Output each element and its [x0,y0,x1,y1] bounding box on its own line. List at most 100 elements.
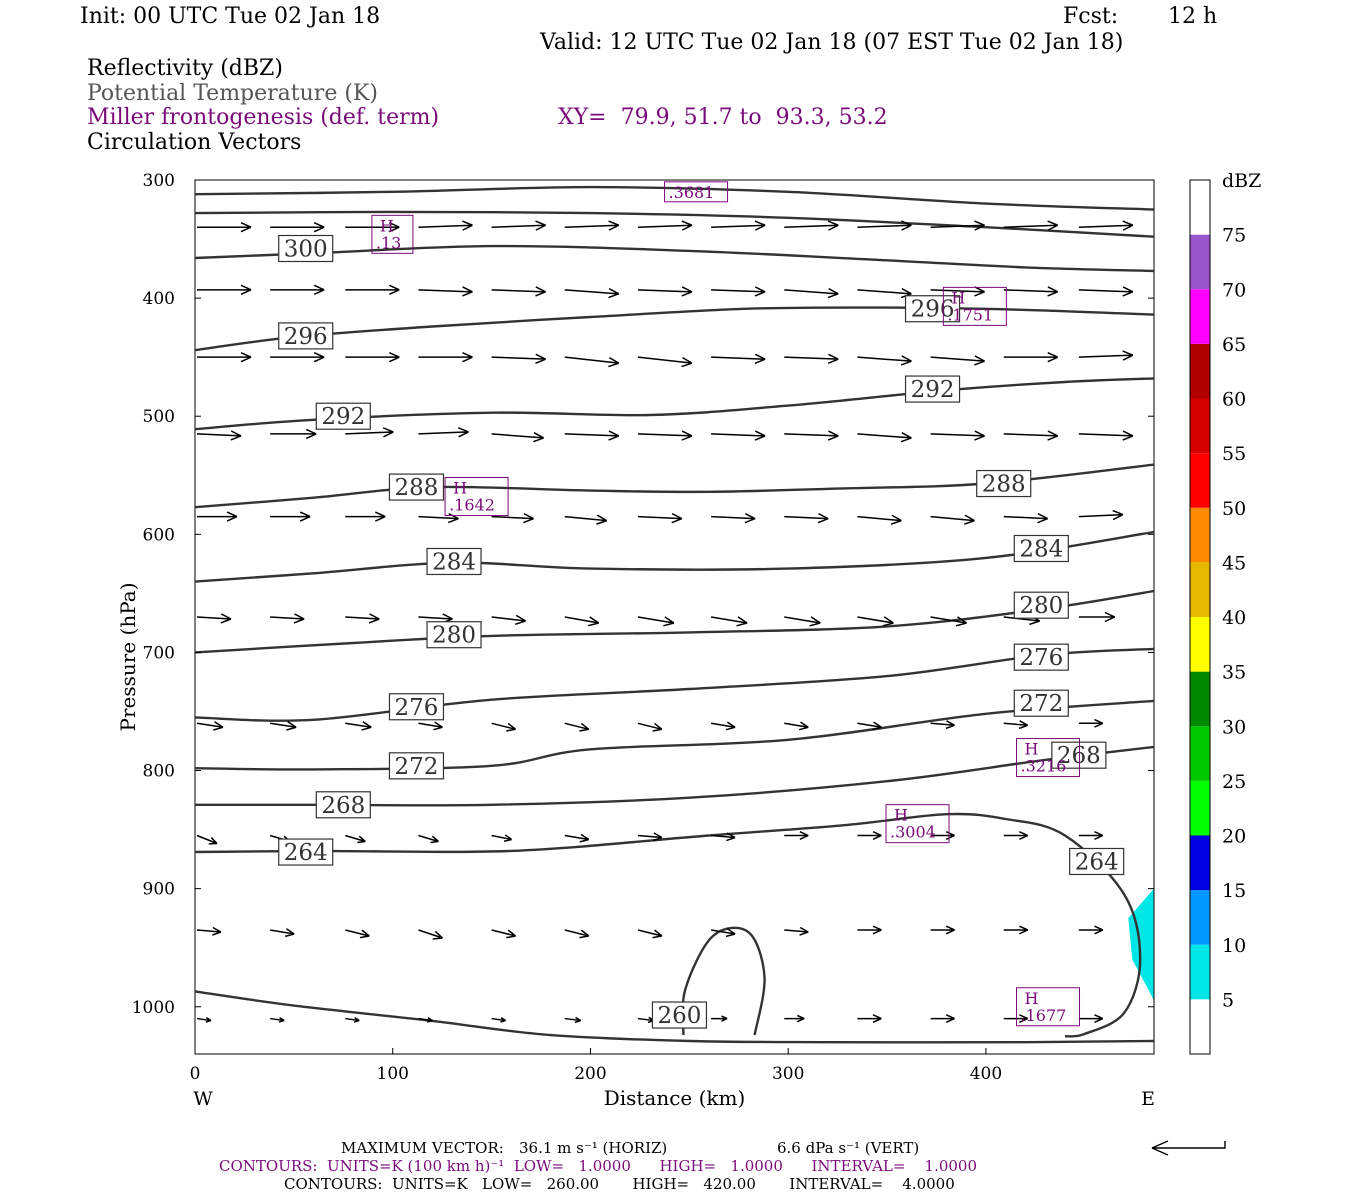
circulation-vector [564,1016,582,1024]
theta-contour-296 [194,306,1155,352]
circulation-vector [711,220,766,231]
circulation-vector [857,287,912,299]
circulation-vector [784,831,809,840]
circulation-vector [930,831,955,840]
contour-label-296: 296 [911,297,955,323]
x-tick-label: 100 [377,1064,409,1084]
circulation-vector [345,511,386,522]
circulation-vector [491,220,546,231]
circulation-vector [637,722,663,732]
contour-label-280: 280 [1019,593,1063,619]
frontogenesis-box [371,214,414,254]
circulation-vector [491,722,517,732]
circulation-vector [564,722,590,732]
colorbar-swatch [1190,289,1210,344]
contour-label-box [904,295,961,323]
contour-label-284: 284 [432,549,476,575]
circulation-vector [418,1017,433,1023]
circulation-vector [857,925,882,935]
x-tick-label: 300 [772,1064,804,1084]
circulation-vector [1078,925,1104,935]
circulation-vector [418,286,473,297]
circulation-vector [418,351,473,363]
circulation-vector [710,721,736,731]
colorbar-label: 60 [1222,389,1246,411]
circulation-vector [491,834,513,842]
circulation-vector [1003,512,1049,524]
circulation-vector [711,1015,728,1022]
circulation-vector [857,616,894,627]
circulation-vector [637,356,693,368]
circulation-vector [197,284,252,296]
contour-label-box [426,547,482,576]
frontogenesis-box [444,477,509,517]
circulation-vector [930,616,968,627]
circulation-vector [345,613,380,624]
contour-label-box [1013,643,1069,671]
circulation-vector [1078,611,1116,623]
y-tick-label: 300 [143,171,175,191]
colorbar-swatch [1190,453,1210,508]
field-frontogenesis: Miller frontogenesis (def. term) [87,105,440,130]
circulation-vector [637,286,693,297]
y-tick-label: 900 [143,880,175,900]
contour-label-box [1013,689,1069,717]
circulation-vector [197,351,252,363]
circulation-vector [710,616,748,627]
max-vector-horiz: 36.1 m s⁻¹ (HORIZ) [519,1139,668,1157]
circulation-vector [564,287,620,299]
colorbar-label: 15 [1222,880,1246,902]
circulation-vector [1003,925,1029,935]
circulation-vector [564,616,600,627]
circulation-vector [637,929,663,939]
contour-label-box [278,838,334,866]
circulation-vector [491,432,544,443]
max-vector-vert: 6.6 dPa s⁻¹ (VERT) [777,1139,920,1157]
theta-contour-unlabeled [194,210,1155,238]
colorbar-title: dBZ [1222,170,1261,192]
circulation-vector [784,353,839,364]
circulation-vector [784,220,839,231]
max-vector-label: MAXIMUM VECTOR: [341,1139,504,1157]
circulation-vector [345,427,394,438]
contour-label-268: 268 [1057,743,1101,769]
contour-label-box [1051,741,1107,769]
circulation-vector [196,613,232,624]
colorbar-swatch [1190,780,1210,836]
x-axis-title: Distance (km) [604,1086,746,1110]
circulation-vector [857,721,882,731]
circulation-vector [345,721,372,731]
circulation-vector [1078,718,1104,728]
circulation-vector [418,929,443,940]
theta-contour-unlabeled [681,926,766,1036]
circulation-vector [930,430,985,441]
circulation-vector [564,356,620,368]
y-tick-label: 500 [143,407,175,427]
contour-label-box [651,1001,708,1029]
y-tick-label: 600 [143,525,175,545]
circulation-vector [491,929,517,939]
contour-label-292: 292 [911,377,955,403]
colorbar-swatch [1190,180,1210,235]
colorbar-label: 30 [1222,716,1246,738]
axes: 300 400 500 600 700 800 900 1000 0 100 200 300 400 W E… [116,171,1155,1110]
x-tick-label: 400 [970,1064,1002,1084]
colorbar-swatch [1190,398,1210,454]
contour-label-280: 280 [432,623,476,649]
frontogenesis-box [664,181,729,203]
circulation-vector [711,512,756,524]
circulation-vector [418,834,439,844]
circulation-vector [637,220,693,231]
theta-contour-272 [194,699,1155,771]
colorbar-swatch [1190,726,1210,781]
circulation-vector [564,430,620,441]
circulation-vector [1003,351,1059,363]
circulation-vector [1003,286,1059,297]
colorbar-swatch [1190,562,1210,617]
colorbar-label: 45 [1222,552,1246,574]
circulation-vector [637,832,663,842]
contour-label-box [388,693,445,721]
colorbar-swatch [1190,507,1210,563]
